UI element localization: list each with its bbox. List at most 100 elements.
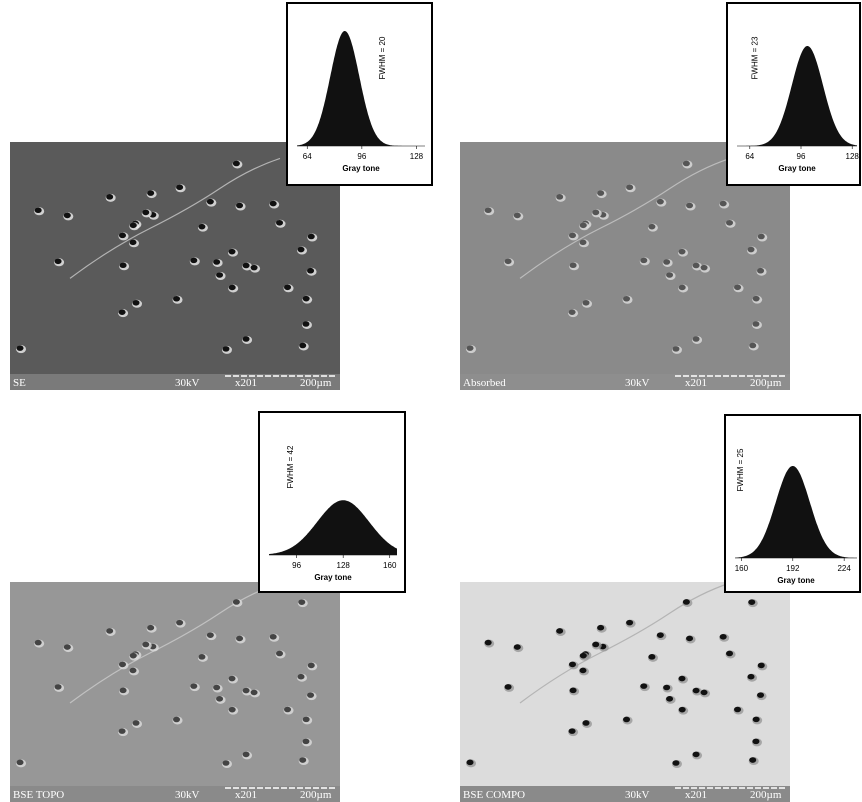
x-tick-label: 224 xyxy=(837,564,851,573)
pore xyxy=(757,692,764,698)
pore xyxy=(207,199,214,205)
pore xyxy=(579,240,586,246)
pore xyxy=(753,717,760,723)
pore xyxy=(130,222,137,228)
pore xyxy=(485,207,492,213)
pore xyxy=(176,620,183,626)
pore xyxy=(693,336,700,342)
pore xyxy=(243,688,250,694)
image-label: BSE TOPO xyxy=(13,789,64,801)
pore xyxy=(485,640,492,646)
pore xyxy=(236,636,243,642)
pore xyxy=(147,190,154,196)
pore xyxy=(213,259,220,265)
micrograph xyxy=(10,582,340,802)
pore xyxy=(222,760,229,766)
scale: 200µm xyxy=(300,377,332,389)
pore xyxy=(198,654,205,660)
image-label: BSE COMPO xyxy=(463,789,525,801)
pore xyxy=(233,599,240,605)
fwhm-label: FWHM = 42 xyxy=(286,445,295,488)
pore xyxy=(303,296,310,302)
pore xyxy=(251,690,258,696)
pore xyxy=(17,760,24,766)
pore xyxy=(147,625,154,631)
pore xyxy=(514,644,521,650)
pore xyxy=(683,599,690,605)
pore xyxy=(229,707,236,713)
pore xyxy=(229,676,236,682)
pore xyxy=(176,184,183,190)
pore xyxy=(236,203,243,209)
pore xyxy=(693,752,700,758)
pore xyxy=(129,668,136,674)
pore xyxy=(35,640,42,646)
scale: 200µm xyxy=(300,789,332,801)
pore xyxy=(64,213,71,219)
pore xyxy=(579,668,586,674)
image-label: SE xyxy=(13,377,26,389)
fwhm-label: FWHM = 25 xyxy=(736,448,745,491)
pore xyxy=(213,685,220,691)
pore xyxy=(570,262,577,268)
x-tick-label: 128 xyxy=(846,152,860,161)
pore xyxy=(686,636,693,642)
pore xyxy=(106,194,113,200)
pore xyxy=(276,651,283,657)
pore xyxy=(307,692,314,698)
pore xyxy=(657,199,664,205)
micrograph xyxy=(460,582,790,802)
pore xyxy=(592,210,599,216)
pore xyxy=(640,683,647,689)
pore xyxy=(623,717,630,723)
x-axis-label: Gray tone xyxy=(777,576,815,585)
pore xyxy=(308,234,315,240)
panel: BSE TOPO30kVx201200µm96128160Gray toneFW… xyxy=(10,412,405,802)
pore xyxy=(734,284,741,290)
pore xyxy=(467,345,474,351)
x-tick-label: 192 xyxy=(786,564,800,573)
pore xyxy=(216,272,223,278)
pore xyxy=(106,628,113,634)
pore xyxy=(720,201,727,207)
pore xyxy=(648,654,655,660)
x-tick-label: 96 xyxy=(292,561,301,570)
pore xyxy=(270,201,277,207)
pore xyxy=(672,760,679,766)
pore xyxy=(233,161,240,167)
pore xyxy=(120,688,127,694)
pore xyxy=(672,346,679,352)
pore xyxy=(303,717,310,723)
pore xyxy=(129,240,136,246)
voltage: 30kV xyxy=(625,377,650,389)
pore xyxy=(556,628,563,634)
pore xyxy=(229,249,236,255)
pore xyxy=(307,268,314,274)
pore xyxy=(173,296,180,302)
pore xyxy=(35,207,42,213)
pore xyxy=(693,263,700,269)
pore xyxy=(64,644,71,650)
pore xyxy=(758,234,765,240)
pore xyxy=(583,720,590,726)
pore xyxy=(17,345,24,351)
pore xyxy=(142,210,149,216)
x-tick-label: 64 xyxy=(745,152,754,161)
pore xyxy=(298,247,305,253)
pore xyxy=(467,760,474,766)
pore xyxy=(648,224,655,230)
x-tick-label: 96 xyxy=(357,152,366,161)
pore xyxy=(683,161,690,167)
pore xyxy=(302,739,309,745)
x-tick-label: 160 xyxy=(735,564,749,573)
pore xyxy=(216,696,223,702)
pore xyxy=(284,707,291,713)
pore xyxy=(55,684,62,690)
pore xyxy=(190,258,197,264)
pore xyxy=(734,707,741,713)
pore xyxy=(133,720,140,726)
pore xyxy=(679,249,686,255)
pore xyxy=(569,233,576,239)
pore xyxy=(580,222,587,228)
magnification: x201 xyxy=(235,377,257,389)
